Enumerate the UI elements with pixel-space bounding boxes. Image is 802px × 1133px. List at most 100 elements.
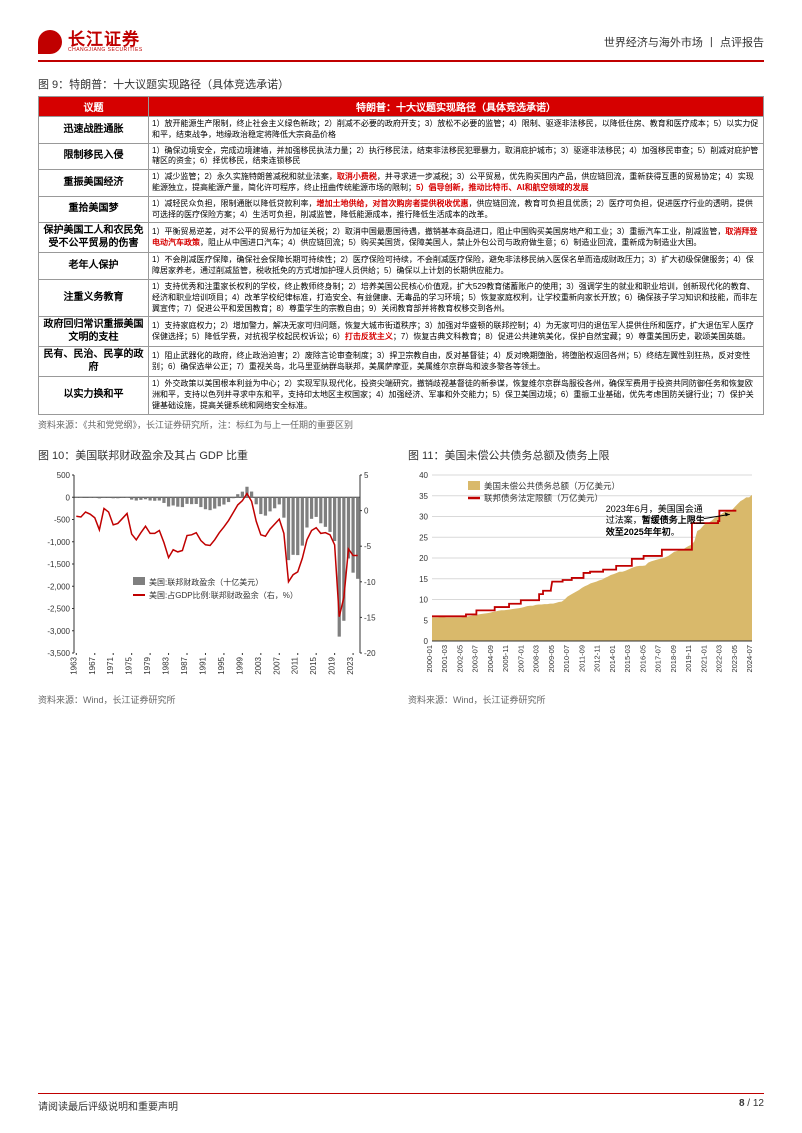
svg-text:2016-05: 2016-05 bbox=[638, 645, 647, 673]
figure-11: 图 11：美国未偿公共债务总额及债务上限 0 5 10 15 20 25 30 35 40 200… bbox=[408, 447, 764, 706]
fig11-caption: 图 11：美国未偿公共债务总额及债务上限 bbox=[408, 447, 764, 463]
svg-text:15: 15 bbox=[419, 575, 428, 584]
svg-text:1967: 1967 bbox=[88, 656, 97, 674]
fig9-issue: 民有、民治、民享的政府 bbox=[39, 347, 149, 377]
brand-logo: 长江证券 CHANGJIANG SECURITIES bbox=[38, 30, 143, 54]
fig9-body-cell: 1）放开能源生产限制，终止社会主义绿色新政；2）削减不必要的政府开支；3）放松不… bbox=[149, 117, 764, 144]
svg-text:美国:占GDP比例:联邦财政盈余（右，%）: 美国:占GDP比例:联邦财政盈余（右，%） bbox=[149, 590, 298, 600]
svg-text:美国未偿公共债务总额（万亿美元）: 美国未偿公共债务总额（万亿美元） bbox=[484, 481, 620, 491]
svg-text:0: 0 bbox=[424, 637, 429, 646]
fig9-source: 资料来源：《共和党党纲》，长江证券研究所，注：标红为与上一任期的重要区别 bbox=[38, 418, 764, 431]
page-header: 长江证券 CHANGJIANG SECURITIES 世界经济与海外市场 丨 点… bbox=[38, 30, 764, 62]
svg-text:5: 5 bbox=[364, 471, 369, 480]
svg-text:2023: 2023 bbox=[346, 656, 355, 674]
svg-text:2003: 2003 bbox=[254, 656, 263, 674]
svg-text:2009-05: 2009-05 bbox=[547, 645, 556, 673]
fig9-issue: 重拾美国梦 bbox=[39, 196, 149, 223]
svg-text:2019-11: 2019-11 bbox=[684, 645, 693, 672]
svg-text:2018-09: 2018-09 bbox=[669, 645, 678, 673]
fig9-issue: 迅速战胜通胀 bbox=[39, 117, 149, 144]
fig9-issue: 以实力换和平 bbox=[39, 377, 149, 414]
svg-text:1987: 1987 bbox=[180, 656, 189, 674]
fig9-body-cell: 1）平衡贸易逆差，对不公平的贸易行为加征关税；2）取消中国最惠国待遇，撤销基本商… bbox=[149, 223, 764, 253]
fig9-issue: 老年人保护 bbox=[39, 253, 149, 280]
svg-text:2022-03: 2022-03 bbox=[715, 645, 724, 673]
svg-text:1999: 1999 bbox=[235, 656, 244, 674]
svg-text:-3,500: -3,500 bbox=[47, 649, 70, 658]
svg-text:2019: 2019 bbox=[328, 656, 337, 674]
svg-text:-500: -500 bbox=[54, 515, 71, 524]
fig9-issue: 限制移民入侵 bbox=[39, 143, 149, 170]
fig9-issue: 注重义务教育 bbox=[39, 279, 149, 316]
svg-text:-5: -5 bbox=[364, 542, 372, 551]
fig11-source: 资料来源：Wind，长江证券研究所 bbox=[408, 693, 764, 706]
footer-disclaimer: 请阅读最后评级说明和重要声明 bbox=[38, 1098, 178, 1113]
page-number: 8 / 12 bbox=[739, 1098, 764, 1113]
svg-text:2021-01: 2021-01 bbox=[699, 645, 708, 673]
fig9-body-cell: 1）阻止武器化的政府，终止政治迫害；2）废除言论审查制度；3）捍卫宗教自由，反对… bbox=[149, 347, 764, 377]
fig9-body-cell: 1）不会削减医疗保障，确保社会保障长期可持续性；2）医疗保险可持续，不会削减医疗… bbox=[149, 253, 764, 280]
svg-text:联邦债务法定限额（万亿美元）: 联邦债务法定限额（万亿美元） bbox=[484, 493, 603, 503]
fig10-chart: -3,500-3,000-2,500-2,000-1,500-1,000-500… bbox=[38, 467, 388, 687]
svg-text:1983: 1983 bbox=[162, 656, 171, 674]
svg-text:0: 0 bbox=[364, 506, 369, 515]
page-footer: 请阅读最后评级说明和重要声明 8 / 12 bbox=[38, 1093, 764, 1113]
svg-text:2000-01: 2000-01 bbox=[425, 645, 434, 673]
fig10-caption: 图 10：美国联邦财政盈余及其占 GDP 比重 bbox=[38, 447, 394, 463]
svg-text:5: 5 bbox=[424, 616, 429, 625]
svg-text:2024-07: 2024-07 bbox=[745, 645, 754, 673]
svg-text:40: 40 bbox=[419, 471, 428, 480]
brand-icon bbox=[38, 30, 62, 54]
svg-text:2023-05: 2023-05 bbox=[730, 645, 739, 673]
fig9-issue: 政府回归常识重振美国文明的支柱 bbox=[39, 317, 149, 347]
figure-9: 图 9：特朗普：十大议题实现路径（具体竞选承诺） 议题 特朗普：十大议题实现路径… bbox=[38, 76, 764, 431]
fig9-body-cell: 1）减轻民众负担，限制通胀以降低贷款利率，增加土地供给，对首次购房者提供税收优惠… bbox=[149, 196, 764, 223]
svg-text:10: 10 bbox=[419, 595, 428, 604]
fig10-source: 资料来源：Wind，长江证券研究所 bbox=[38, 693, 394, 706]
svg-text:2015-03: 2015-03 bbox=[623, 645, 632, 673]
svg-text:2001-03: 2001-03 bbox=[440, 645, 449, 673]
fig9-table: 议题 特朗普：十大议题实现路径（具体竞选承诺） 迅速战胜通胀1）放开能源生产限制… bbox=[38, 96, 764, 415]
svg-text:-1,000: -1,000 bbox=[47, 538, 70, 547]
svg-text:35: 35 bbox=[419, 492, 428, 501]
svg-text:-15: -15 bbox=[364, 613, 376, 622]
fig11-chart: 0 5 10 15 20 25 30 35 40 2000-01 2001-03 2002-05 200… bbox=[408, 467, 758, 687]
fig9-th-body: 特朗普：十大议题实现路径（具体竞选承诺） bbox=[149, 97, 764, 117]
fig9-body-cell: 1）减少监管；2）永久实施特朗普减税和就业法案，取消小费税，并寻求进一步减税；3… bbox=[149, 170, 764, 197]
fig9-body-cell: 1）外交政策以美国根本利益为中心；2）实现军队现代化，投资尖端研究，撤销歧视基督… bbox=[149, 377, 764, 414]
fig9-issue: 重振美国经济 bbox=[39, 170, 149, 197]
svg-text:-1,500: -1,500 bbox=[47, 560, 70, 569]
svg-text:-10: -10 bbox=[364, 578, 376, 587]
svg-text:1995: 1995 bbox=[217, 656, 226, 674]
svg-text:2008-03: 2008-03 bbox=[532, 645, 541, 673]
svg-text:2017-07: 2017-07 bbox=[654, 645, 663, 673]
svg-text:20: 20 bbox=[419, 554, 428, 563]
svg-text:2007: 2007 bbox=[272, 656, 281, 674]
svg-text:2011-09: 2011-09 bbox=[577, 645, 586, 672]
svg-text:-2,500: -2,500 bbox=[47, 604, 70, 613]
breadcrumb: 世界经济与海外市场 丨 点评报告 bbox=[604, 34, 764, 50]
svg-text:2003-07: 2003-07 bbox=[471, 645, 480, 673]
figure-10: 图 10：美国联邦财政盈余及其占 GDP 比重 -3,500 -3,000 -2,5… bbox=[38, 447, 394, 706]
fig9-body-cell: 1）支持优秀和注重家长权利的学校，终止教师终身制；2）培养美国公民核心价值观，扩… bbox=[149, 279, 764, 316]
svg-text:1991: 1991 bbox=[198, 656, 207, 674]
brand-name-en: CHANGJIANG SECURITIES bbox=[68, 48, 143, 53]
svg-text:2012-11: 2012-11 bbox=[593, 645, 602, 672]
fig9-issue: 保护美国工人和农民免受不公平贸易的伤害 bbox=[39, 223, 149, 253]
svg-text:2004-09: 2004-09 bbox=[486, 645, 495, 673]
svg-text:美国:联邦财政盈余（十亿美元）: 美国:联邦财政盈余（十亿美元） bbox=[149, 577, 263, 587]
brand-name-cn: 长江证券 bbox=[68, 31, 143, 48]
svg-text:1975: 1975 bbox=[125, 656, 134, 674]
svg-text:500: 500 bbox=[57, 471, 71, 480]
svg-text:2002-05: 2002-05 bbox=[455, 645, 464, 673]
svg-text:25: 25 bbox=[419, 533, 428, 542]
fig9-body-cell: 1）支持家庭权力；2）增加警力，解决无家可归问题，恢复大城市街道秩序；3）加强对… bbox=[149, 317, 764, 347]
svg-text:0: 0 bbox=[66, 493, 71, 502]
svg-text:1971: 1971 bbox=[106, 656, 115, 674]
svg-text:2014-01: 2014-01 bbox=[608, 645, 617, 673]
svg-text:-3,000: -3,000 bbox=[47, 627, 70, 636]
svg-text:2007-01: 2007-01 bbox=[516, 645, 525, 673]
fig9-body-cell: 1）确保边境安全，完成边境建墙，并加强移民执法力量；2）执行移民法，结束非法移民… bbox=[149, 143, 764, 170]
fig9-caption: 图 9：特朗普：十大议题实现路径（具体竞选承诺） bbox=[38, 76, 764, 92]
svg-text:30: 30 bbox=[419, 512, 428, 521]
